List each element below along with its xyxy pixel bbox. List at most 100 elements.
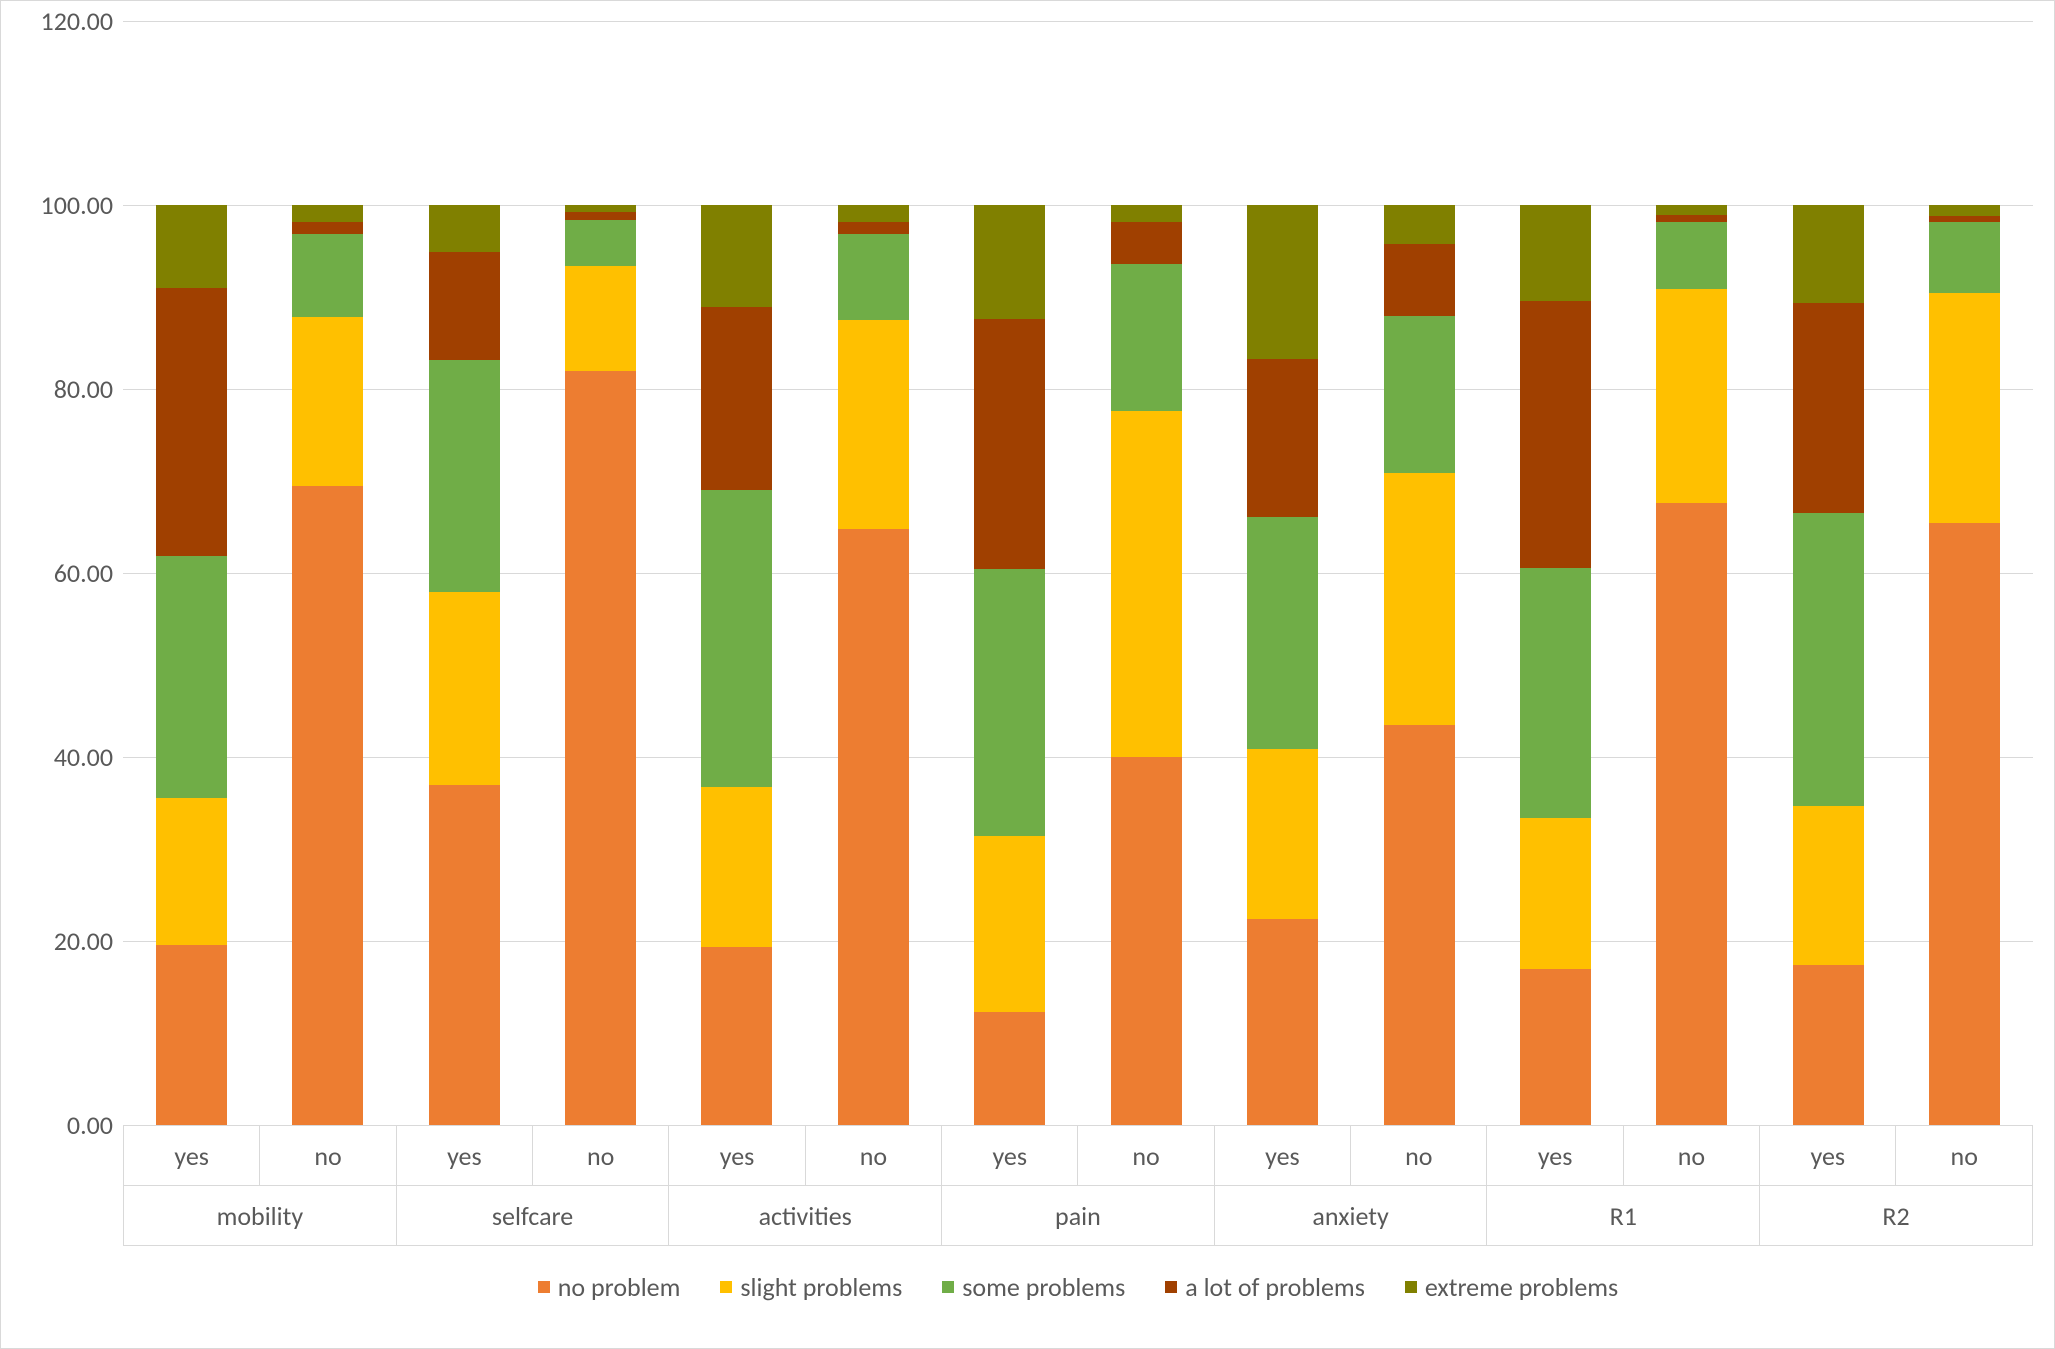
legend-swatch (1165, 1281, 1177, 1293)
x-category-label: pain (942, 1186, 1215, 1246)
bar-segment (1384, 316, 1455, 472)
legend-label: some problems (962, 1271, 1125, 1303)
bar-segment (1793, 513, 1864, 806)
x-subcategory-label: yes (1487, 1126, 1623, 1186)
legend-label: a lot of problems (1185, 1271, 1365, 1303)
y-tick-label: 120.00 (41, 5, 123, 37)
bar-segment (974, 569, 1045, 836)
x-subcategory-label: yes (669, 1126, 805, 1186)
chart-container: 0.0020.0040.0060.0080.00100.00120.00yesn… (0, 0, 2055, 1349)
x-subcategory-label: yes (942, 1126, 1078, 1186)
bar-segment (429, 205, 500, 252)
bar-segment (565, 212, 636, 219)
x-category-label: mobility (124, 1186, 397, 1246)
legend-item: a lot of problems (1165, 1271, 1365, 1303)
bar-segment (1929, 523, 2000, 1125)
x-subcategory-label: no (533, 1126, 669, 1186)
y-tick-label: 40.00 (54, 741, 123, 773)
bar-segment (1520, 205, 1591, 301)
bar-segment (838, 529, 909, 1125)
bar-segment (1111, 222, 1182, 264)
bar-segment (1247, 919, 1318, 1125)
bar-segment (292, 234, 363, 317)
legend-item: some problems (942, 1271, 1125, 1303)
bar-segment (838, 222, 909, 234)
bar-segment (1247, 205, 1318, 359)
x-subcategory-label: yes (1760, 1126, 1896, 1186)
legend-label: no problem (558, 1271, 681, 1303)
bar-segment (292, 317, 363, 485)
bar-segment (701, 947, 772, 1125)
bar-segment (974, 319, 1045, 569)
bar-segment (1520, 818, 1591, 969)
bar-segment (701, 787, 772, 946)
bar-segment (1111, 757, 1182, 1125)
x-subcategory-label: no (1078, 1126, 1214, 1186)
bar-segment (156, 798, 227, 944)
bar-segment (701, 307, 772, 490)
bar-segment (1520, 969, 1591, 1125)
bar-segment (565, 205, 636, 212)
x-subcategory-label: no (1351, 1126, 1487, 1186)
bar-segment (429, 252, 500, 360)
bar-segment (1111, 264, 1182, 411)
bar-segment (429, 592, 500, 784)
bar-segment (565, 220, 636, 266)
bar-segment (1247, 749, 1318, 919)
legend: no problem slight problems some problems a … (123, 1271, 2033, 1303)
bar-segment (1247, 517, 1318, 749)
bar-segment (1793, 205, 1864, 303)
y-tick-label: 20.00 (54, 925, 123, 957)
legend-swatch (1405, 1281, 1417, 1293)
legend-label: extreme problems (1425, 1271, 1618, 1303)
legend-label: slight problems (740, 1271, 902, 1303)
bar-segment (838, 320, 909, 529)
x-subcategory-label: yes (396, 1126, 532, 1186)
y-tick-label: 100.00 (41, 189, 123, 221)
y-tick-label: 0.00 (67, 1109, 123, 1141)
bar-segment (292, 205, 363, 222)
bar-segment (1520, 568, 1591, 817)
bar-segment (838, 205, 909, 222)
bar-segment (1929, 205, 2000, 216)
x-subcategory-label: yes (1214, 1126, 1350, 1186)
bar-segment (974, 1012, 1045, 1125)
bar-segment (1929, 216, 2000, 222)
bar-segment (701, 490, 772, 787)
x-category-label: R2 (1760, 1186, 2033, 1246)
bar-segment (1111, 411, 1182, 757)
bar-segment (565, 371, 636, 1125)
bar-segment (292, 486, 363, 1125)
bar-segment (974, 836, 1045, 1012)
legend-swatch (720, 1281, 732, 1293)
x-subcategory-label: yes (124, 1126, 260, 1186)
bar-segment (1384, 725, 1455, 1125)
bar-segment (156, 556, 227, 798)
bar-segment (1656, 222, 1727, 288)
bar-segment (429, 785, 500, 1125)
y-tick-label: 80.00 (54, 373, 123, 405)
bar-segment (1793, 965, 1864, 1125)
bar-segment (292, 222, 363, 235)
x-category-label: selfcare (396, 1186, 669, 1246)
y-tick-label: 60.00 (54, 557, 123, 589)
bar-segment (1520, 301, 1591, 569)
x-axis-category-table: yesnoyesnoyesnoyesnoyesnoyesnoyesnomobil… (123, 1125, 2033, 1246)
bar-segment (429, 360, 500, 593)
plot-area: 0.0020.0040.0060.0080.00100.00120.00 (123, 21, 2033, 1125)
legend-item: extreme problems (1405, 1271, 1618, 1303)
bar-segment (1656, 215, 1727, 222)
bar-segment (701, 205, 772, 307)
bar-segment (1111, 205, 1182, 222)
bar-segment (1929, 293, 2000, 523)
x-category-label: R1 (1487, 1186, 1760, 1246)
x-category-label: anxiety (1214, 1186, 1487, 1246)
legend-item: no problem (538, 1271, 681, 1303)
x-category-label: activities (669, 1186, 942, 1246)
bar-segment (1247, 359, 1318, 517)
bar-segment (1656, 503, 1727, 1125)
x-subcategory-label: no (1896, 1126, 2033, 1186)
legend-swatch (538, 1281, 550, 1293)
x-subcategory-label: no (1623, 1126, 1759, 1186)
bar-segment (156, 288, 227, 557)
